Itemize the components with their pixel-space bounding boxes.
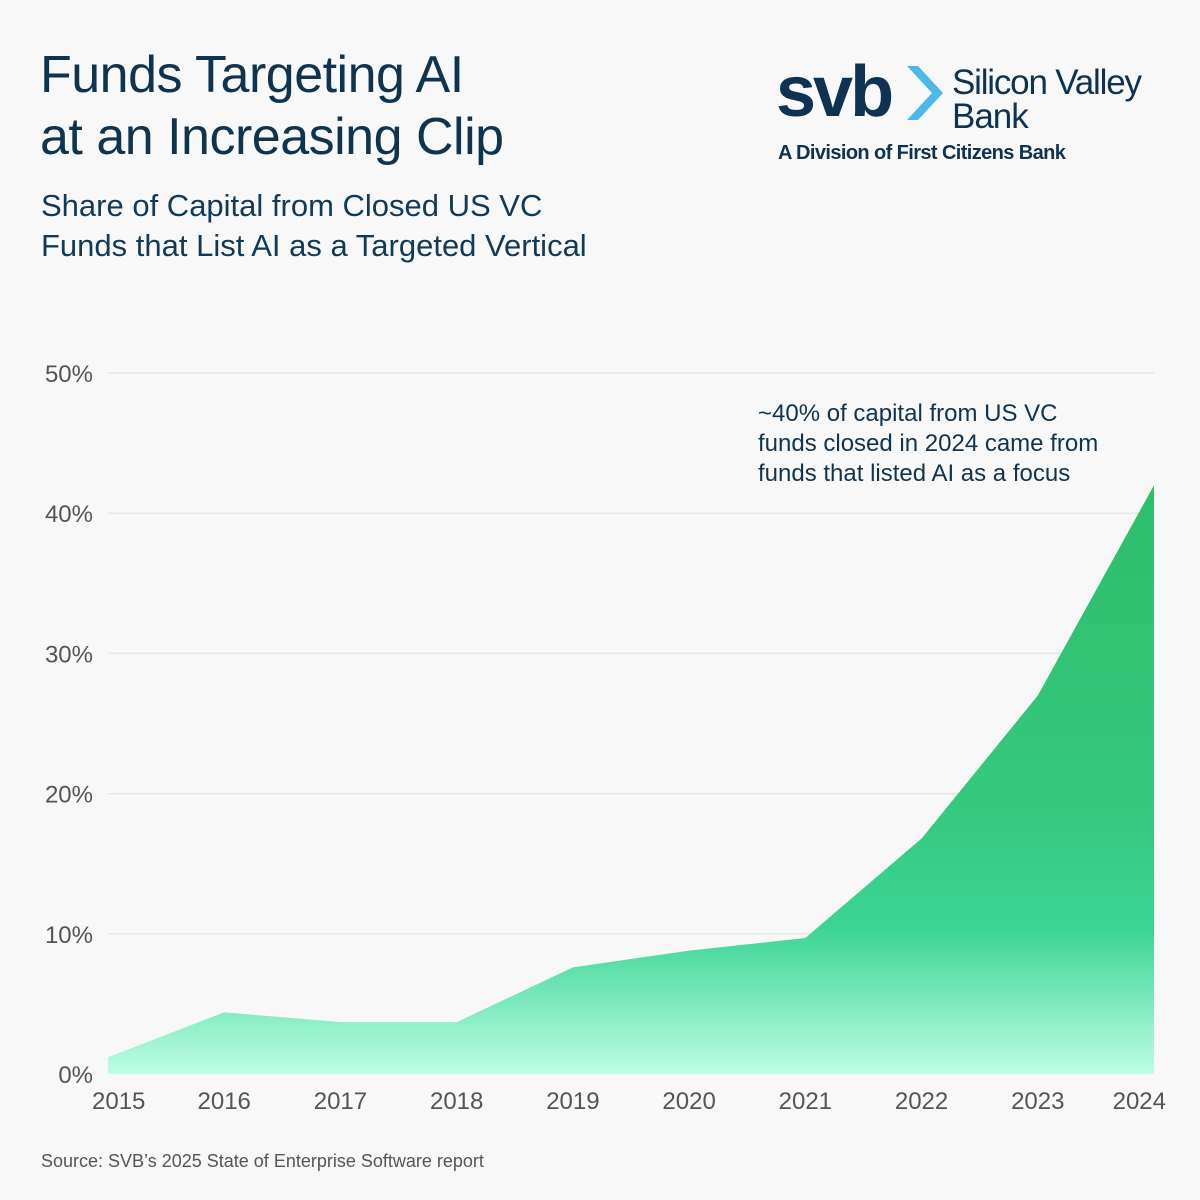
annotation-line-3: funds that listed AI as a focus [758,460,1070,487]
x-tick-label: 2018 [430,1088,483,1115]
x-tick-label: 2022 [895,1088,948,1115]
chart-title-line-2: at an Increasing Clip [40,108,504,166]
x-tick-label: 2019 [546,1088,599,1115]
x-tick-label: 2016 [198,1088,251,1115]
y-tick-label: 10% [45,922,93,949]
y-tick-label: 40% [45,501,93,528]
svb-logo-graphic: svb Silicon Valley Bank A Division of Fi… [776,52,1144,164]
y-axis-ticks: 0% 10% 20% 30% 40% 50% [45,361,93,1089]
chart-title: Funds Targeting AI at an Increasing Clip [40,44,504,168]
source-note: Source: SVB’s 2025 State of Enterprise S… [41,1151,484,1171]
x-tick-label: 2021 [779,1088,832,1115]
annotation-line-1: ~40% of capital from US VC [758,400,1057,427]
x-tick-label: 2024 [1113,1088,1166,1115]
logo-name-line-2: Bank [952,97,1029,136]
svb-logo: svb Silicon Valley Bank A Division of Fi… [776,52,1176,168]
chart-subtitle: Share of Capital from Closed US VC Funds… [41,186,587,266]
x-tick-label: 2023 [1011,1088,1064,1115]
chart-title-line-1: Funds Targeting AI [40,46,464,104]
chart-subtitle-line-2: Funds that List AI as a Targeted Vertica… [41,228,587,263]
chevron-right-icon [907,66,943,120]
y-tick-label: 50% [45,361,93,388]
x-tick-label: 2017 [314,1088,367,1115]
annotation-line-2: funds closed in 2024 came from [758,430,1098,457]
x-axis-ticks: 2015 2016 2017 2018 2019 2020 2021 2022 2023 2024 [92,1088,1166,1115]
x-tick-label: 2015 [92,1088,145,1115]
logo-tagline: A Division of First Citizens Bank [778,142,1067,164]
area-series [108,485,1154,1074]
logo-name-line-1: Silicon Valley [952,63,1142,102]
svb-wordmark: svb [776,52,892,132]
y-tick-label: 0% [58,1062,93,1089]
annotation: ~40% of capital from US VC funds closed … [758,400,1098,487]
x-tick-label: 2020 [662,1088,715,1115]
y-tick-label: 20% [45,782,93,809]
chart-subtitle-line-1: Share of Capital from Closed US VC [41,188,543,223]
y-tick-label: 30% [45,641,93,668]
